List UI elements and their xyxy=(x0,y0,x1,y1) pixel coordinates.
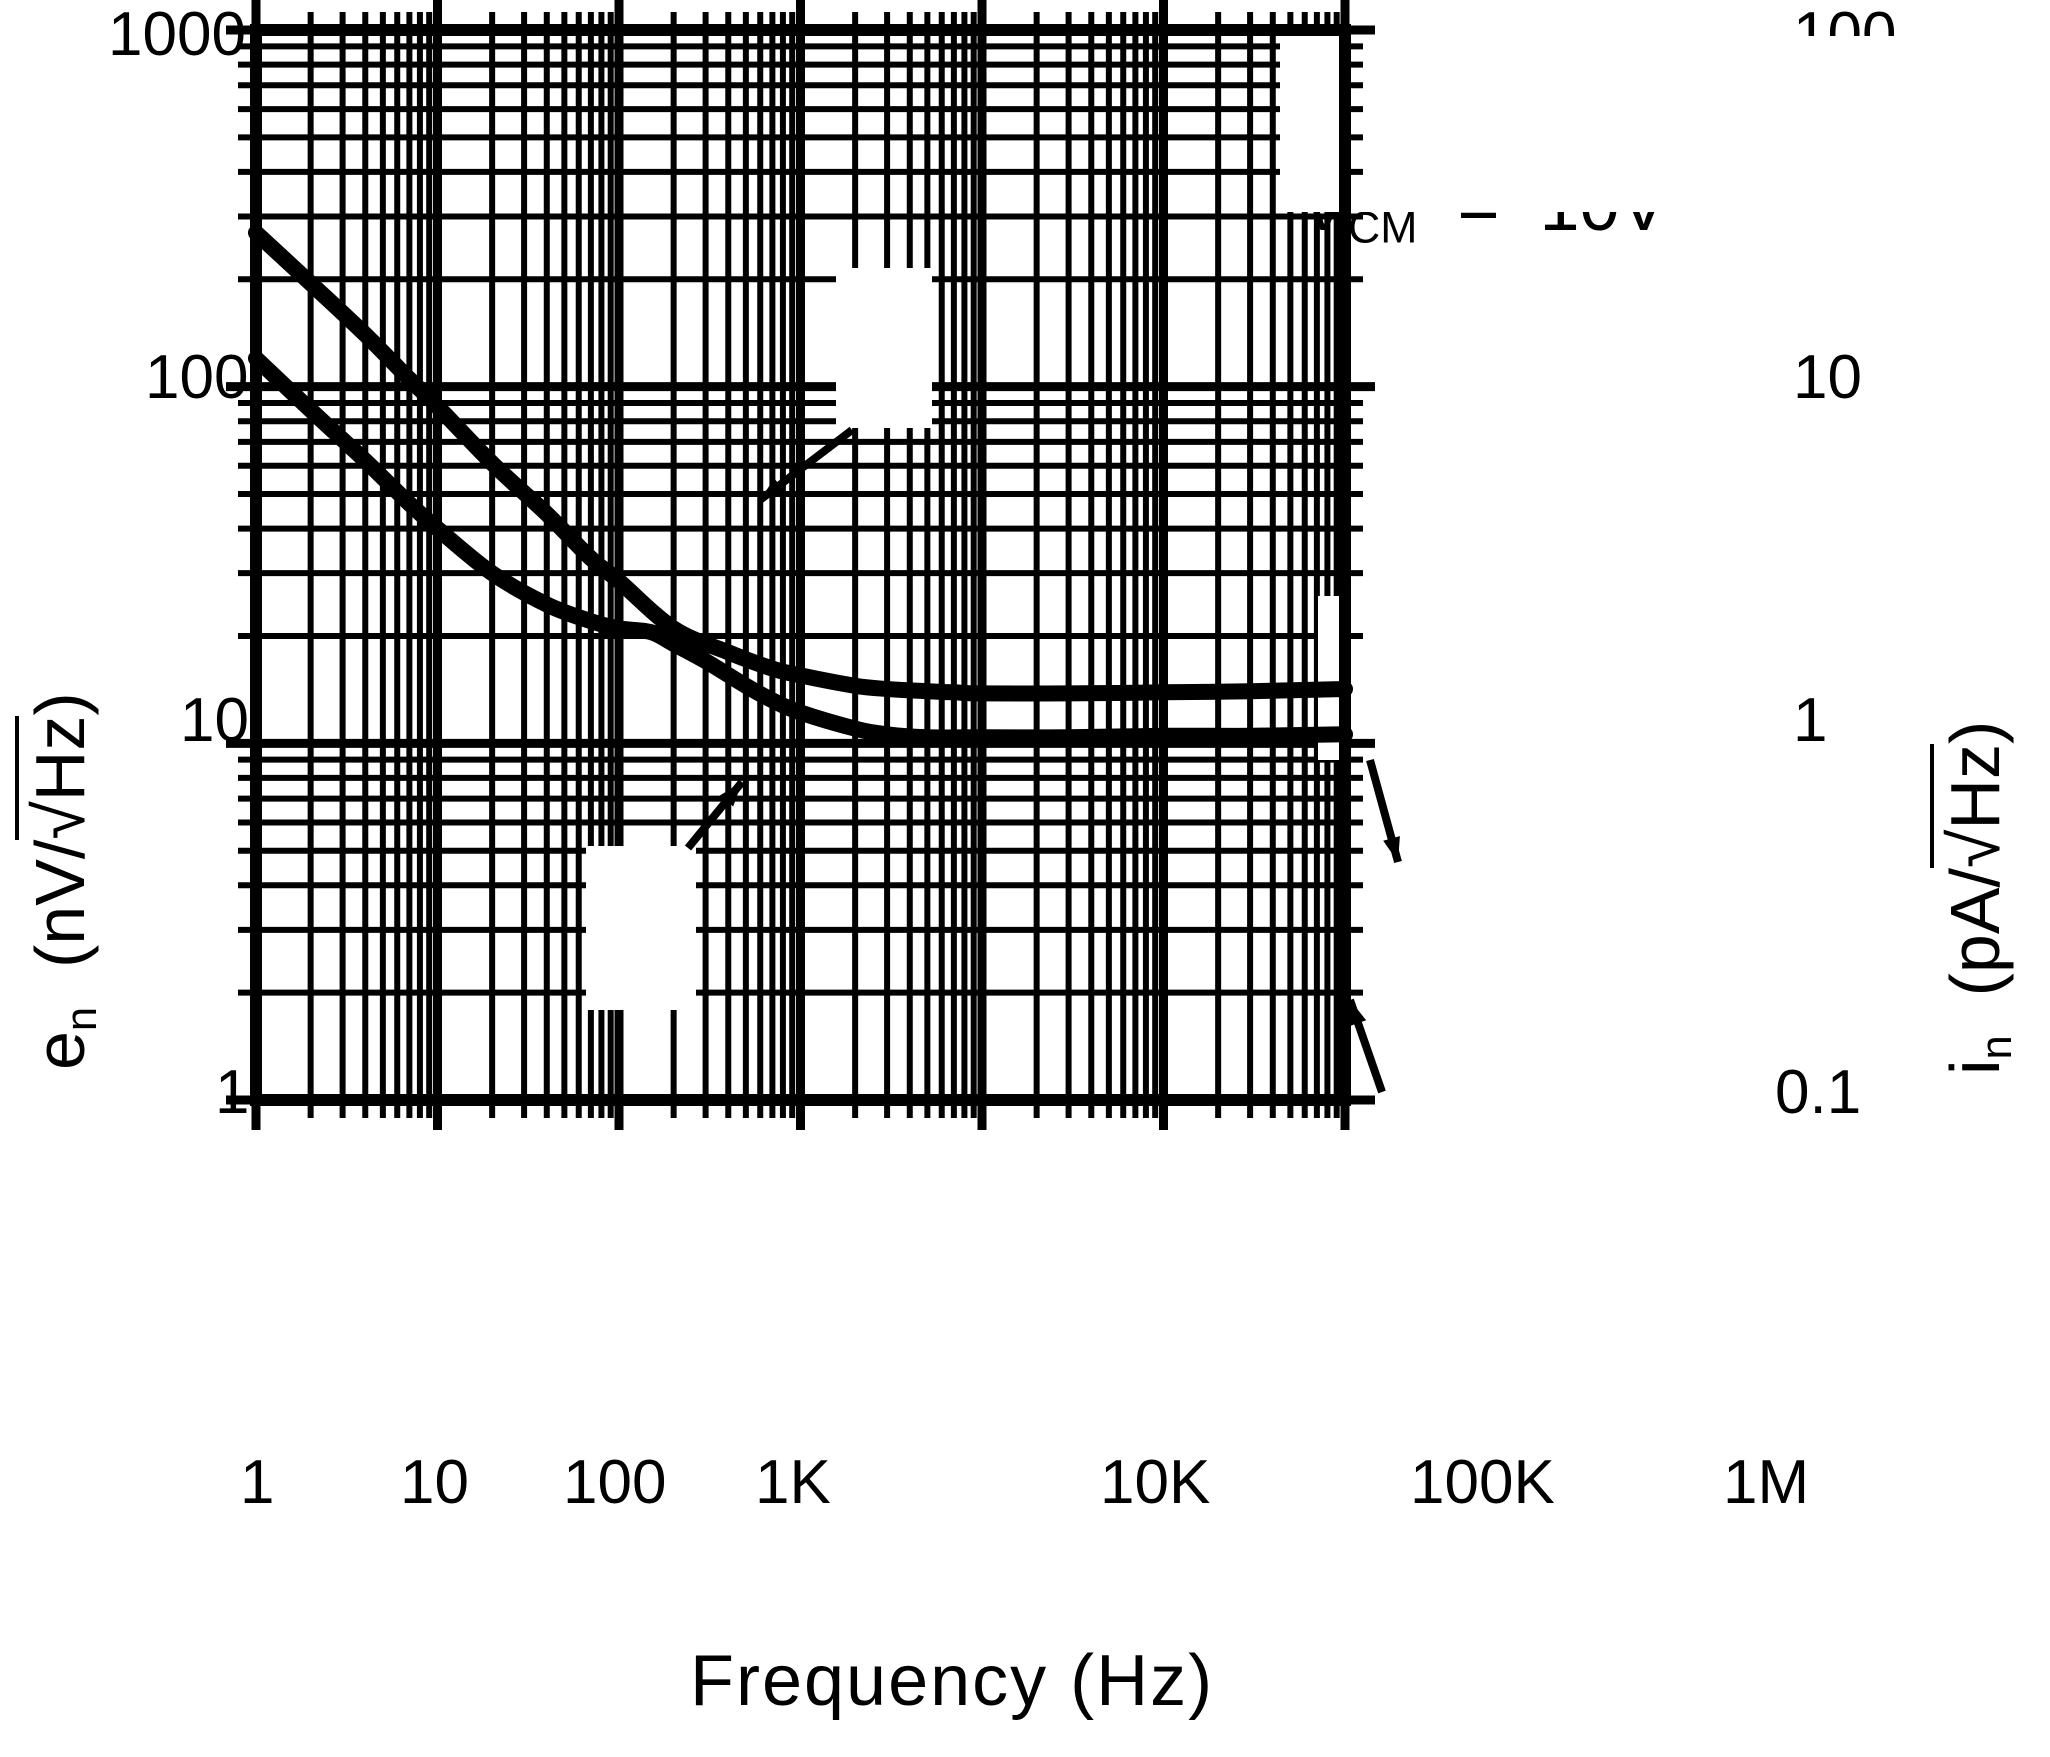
condition-vs-subscript: S xyxy=(1348,82,1378,132)
x-tick-1K: 1K xyxy=(755,1448,831,1517)
arrow-en-lower xyxy=(684,779,746,851)
annotation-in-right: in xyxy=(1335,1108,1370,1185)
condition-vs-value: 30V xyxy=(1499,45,1628,125)
annotation-in-upper-subscript: n xyxy=(861,312,884,356)
condition-vcm: VCM = 10V xyxy=(1300,165,1668,253)
x-tick-10: 10 xyxy=(400,1448,469,1517)
annotation-in-right-subscript: n xyxy=(1348,1140,1371,1184)
arrow-in-upper-head xyxy=(760,478,785,500)
annotation-en-lower-label: e xyxy=(596,861,631,930)
annotation-in-upper: in xyxy=(848,280,883,357)
y-left-tick-1000: 1000 xyxy=(108,0,246,69)
condition-vs-symbol: V xyxy=(1300,45,1349,125)
plot-frame xyxy=(250,24,1351,1106)
y-right-tick-10: 10 xyxy=(1793,343,1862,412)
x-axis-title: Frequency (Hz) xyxy=(690,1641,1215,1721)
y-right-title-symbol: i xyxy=(1936,1059,2014,1075)
annotation-en-right: en xyxy=(1332,610,1388,687)
axis-ticks xyxy=(226,0,1375,1130)
arrow-en-right-head xyxy=(1383,836,1400,862)
arrow-en-lower-head xyxy=(719,782,742,807)
annotation-en-right-subscript: n xyxy=(1366,642,1388,686)
y-left-title-symbol: e xyxy=(21,1031,99,1070)
annotation-en-lower: en xyxy=(596,860,652,937)
x-tick-100K: 100K xyxy=(1410,1448,1555,1517)
grid-lines xyxy=(251,25,1350,1105)
x-tick-100: 100 xyxy=(563,1448,667,1517)
condition-vs: VS = 30V xyxy=(1300,44,1628,132)
arrow-en-right xyxy=(1366,758,1402,864)
x-tick-1: 1 xyxy=(240,1448,275,1517)
condition-vs-eq: = xyxy=(1417,45,1460,125)
annotation-in-upper-label: i xyxy=(848,281,862,350)
y-left-tick-1: 1 xyxy=(215,1058,250,1127)
condition-vcm-value: 10V xyxy=(1539,166,1668,246)
y-left-tick-100: 100 xyxy=(145,343,249,412)
x-tick-1M: 1M xyxy=(1723,1448,1810,1517)
y-left-tick-10: 10 xyxy=(180,686,249,755)
y-right-title-subscript: n xyxy=(1973,1035,2022,1060)
condition-vcm-eq: = xyxy=(1457,166,1500,246)
annotation-en-right-label: e xyxy=(1332,611,1367,680)
y-right-tick-0p1: 0.1 xyxy=(1775,1058,1862,1127)
condition-vcm-subscript: CM xyxy=(1348,203,1418,253)
y-right-tick-100: 100 xyxy=(1793,0,1897,69)
condition-vcm-symbol: V xyxy=(1300,166,1349,246)
y-axis-right-title: in (pA/√Hz) xyxy=(1930,721,2022,1075)
curve-in xyxy=(248,224,1353,702)
annotation-in-right-label: i xyxy=(1335,1109,1349,1178)
arrow-in-right xyxy=(1346,998,1386,1094)
y-right-tick-1: 1 xyxy=(1793,686,1828,755)
curve-en xyxy=(248,350,1353,746)
y-left-title-subscript: n xyxy=(58,1006,107,1032)
y-axis-left-title: en (nV/√Hz) xyxy=(15,692,107,1070)
x-tick-10K: 10K xyxy=(1100,1448,1211,1517)
arrow-in-upper xyxy=(757,426,855,504)
arrow-in-right-head xyxy=(1349,1000,1367,1026)
annotation-en-lower-subscript: n xyxy=(630,892,652,936)
